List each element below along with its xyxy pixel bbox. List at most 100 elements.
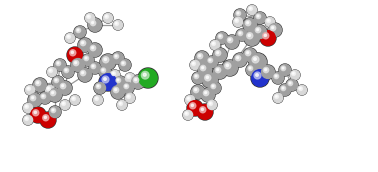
Circle shape (192, 72, 204, 84)
Circle shape (125, 85, 127, 87)
Circle shape (27, 87, 31, 90)
Circle shape (286, 79, 298, 91)
Circle shape (23, 103, 33, 113)
Circle shape (263, 67, 269, 73)
Circle shape (192, 62, 195, 66)
Circle shape (113, 73, 114, 74)
Circle shape (85, 13, 95, 23)
Circle shape (287, 79, 297, 90)
Circle shape (251, 69, 269, 87)
Circle shape (97, 85, 99, 87)
Circle shape (206, 76, 209, 79)
Circle shape (250, 54, 266, 70)
Circle shape (199, 55, 201, 57)
Circle shape (209, 82, 221, 94)
Circle shape (234, 9, 246, 20)
Circle shape (60, 83, 66, 89)
Circle shape (254, 58, 256, 60)
Circle shape (125, 93, 135, 103)
Circle shape (275, 75, 277, 77)
Circle shape (246, 64, 258, 76)
Circle shape (82, 42, 84, 44)
Circle shape (261, 31, 275, 45)
Circle shape (191, 60, 200, 70)
Circle shape (191, 104, 194, 107)
Circle shape (254, 72, 261, 79)
Circle shape (62, 67, 73, 78)
Circle shape (206, 56, 218, 68)
Circle shape (195, 75, 197, 77)
Circle shape (206, 56, 217, 68)
Circle shape (121, 61, 125, 66)
Circle shape (95, 97, 99, 100)
Circle shape (48, 89, 62, 101)
Circle shape (34, 79, 46, 92)
Circle shape (219, 35, 221, 37)
Circle shape (234, 9, 246, 21)
Circle shape (239, 32, 241, 34)
Circle shape (47, 67, 57, 77)
Circle shape (92, 65, 94, 67)
Circle shape (42, 95, 44, 97)
Circle shape (90, 20, 96, 26)
Circle shape (249, 53, 267, 71)
Circle shape (192, 85, 204, 98)
Circle shape (212, 42, 215, 46)
Circle shape (55, 79, 57, 81)
Circle shape (88, 44, 101, 56)
Circle shape (102, 69, 104, 71)
Circle shape (254, 12, 266, 24)
Circle shape (279, 84, 291, 96)
Circle shape (113, 87, 119, 93)
Circle shape (34, 111, 37, 114)
Circle shape (217, 52, 219, 54)
Circle shape (28, 88, 29, 89)
Circle shape (119, 60, 130, 71)
Circle shape (71, 58, 85, 72)
Circle shape (53, 77, 64, 88)
Circle shape (288, 81, 293, 86)
Circle shape (211, 84, 215, 89)
Circle shape (23, 103, 33, 113)
Circle shape (43, 115, 49, 121)
Circle shape (279, 64, 291, 76)
Circle shape (113, 20, 123, 30)
Circle shape (270, 25, 276, 31)
Circle shape (185, 95, 195, 105)
Circle shape (245, 50, 251, 56)
Circle shape (299, 87, 302, 90)
Circle shape (244, 30, 260, 46)
Circle shape (110, 70, 120, 80)
Circle shape (246, 64, 257, 76)
Circle shape (217, 33, 228, 44)
Circle shape (102, 76, 109, 83)
Circle shape (125, 93, 135, 103)
Circle shape (26, 106, 27, 107)
Circle shape (60, 100, 70, 110)
Circle shape (300, 88, 301, 89)
Circle shape (198, 63, 212, 77)
Circle shape (187, 98, 189, 99)
Circle shape (235, 20, 237, 21)
Circle shape (237, 29, 248, 41)
Circle shape (101, 68, 105, 73)
Circle shape (194, 87, 199, 93)
Circle shape (78, 38, 92, 52)
Circle shape (261, 65, 275, 79)
Circle shape (99, 66, 111, 78)
Circle shape (89, 62, 101, 74)
Circle shape (115, 77, 125, 88)
Circle shape (246, 22, 249, 24)
Circle shape (204, 92, 207, 94)
Circle shape (195, 89, 197, 91)
Circle shape (114, 76, 126, 88)
Circle shape (68, 36, 69, 37)
Circle shape (74, 62, 77, 64)
Circle shape (236, 11, 241, 16)
Circle shape (183, 110, 193, 120)
Circle shape (81, 70, 86, 76)
Circle shape (202, 72, 218, 88)
Circle shape (116, 23, 117, 24)
Circle shape (76, 28, 81, 33)
Circle shape (237, 57, 239, 59)
